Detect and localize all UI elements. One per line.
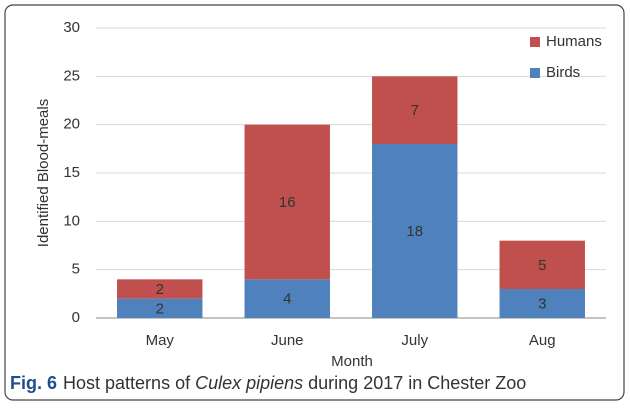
caption-species: Culex pipiens bbox=[195, 373, 303, 393]
y-tick-label: 20 bbox=[63, 116, 80, 133]
y-tick-label: 5 bbox=[72, 261, 80, 278]
bar-segment bbox=[244, 279, 330, 318]
y-tick-label: 10 bbox=[63, 212, 80, 229]
caption-text: Host patterns of bbox=[63, 373, 195, 393]
x-tick-label: July bbox=[401, 332, 428, 349]
x-axis-label: Month bbox=[331, 353, 373, 370]
y-axis-label: Identified Blood-meals bbox=[35, 99, 52, 247]
data-label: 5 bbox=[538, 257, 546, 274]
caption-text: during 2017 in Chester Zoo bbox=[303, 373, 526, 393]
bar-segment bbox=[244, 124, 330, 280]
y-tick-label: 25 bbox=[63, 67, 80, 84]
legend-label: Birds bbox=[546, 64, 580, 81]
caption: Fig. 6 Host patterns of Culex pipiens dur… bbox=[10, 373, 526, 393]
data-label: 4 bbox=[283, 291, 291, 308]
data-label: 18 bbox=[406, 223, 423, 240]
bar-segment bbox=[117, 279, 203, 299]
legend-swatch bbox=[530, 37, 540, 47]
legend-label: Humans bbox=[546, 33, 602, 50]
y-tick-label: 0 bbox=[72, 309, 80, 326]
bar-segment bbox=[499, 289, 585, 318]
bar-segment bbox=[117, 298, 203, 318]
bar-segment bbox=[372, 144, 458, 318]
caption-label: Fig. 6 bbox=[10, 373, 57, 393]
x-tick-label: May bbox=[146, 332, 175, 349]
data-label: 3 bbox=[538, 295, 546, 312]
y-tick-label: 30 bbox=[63, 19, 80, 36]
data-label: 16 bbox=[279, 194, 296, 211]
x-tick-label: June bbox=[271, 332, 304, 349]
data-label: 2 bbox=[156, 300, 164, 317]
data-label: 7 bbox=[411, 102, 419, 119]
y-tick-label: 15 bbox=[63, 164, 80, 181]
x-tick-label: Aug bbox=[529, 332, 556, 349]
data-label: 2 bbox=[156, 281, 164, 298]
bar-segment bbox=[372, 76, 458, 144]
bar-segment bbox=[499, 240, 585, 289]
frame bbox=[4, 4, 625, 401]
legend-swatch bbox=[530, 68, 540, 78]
